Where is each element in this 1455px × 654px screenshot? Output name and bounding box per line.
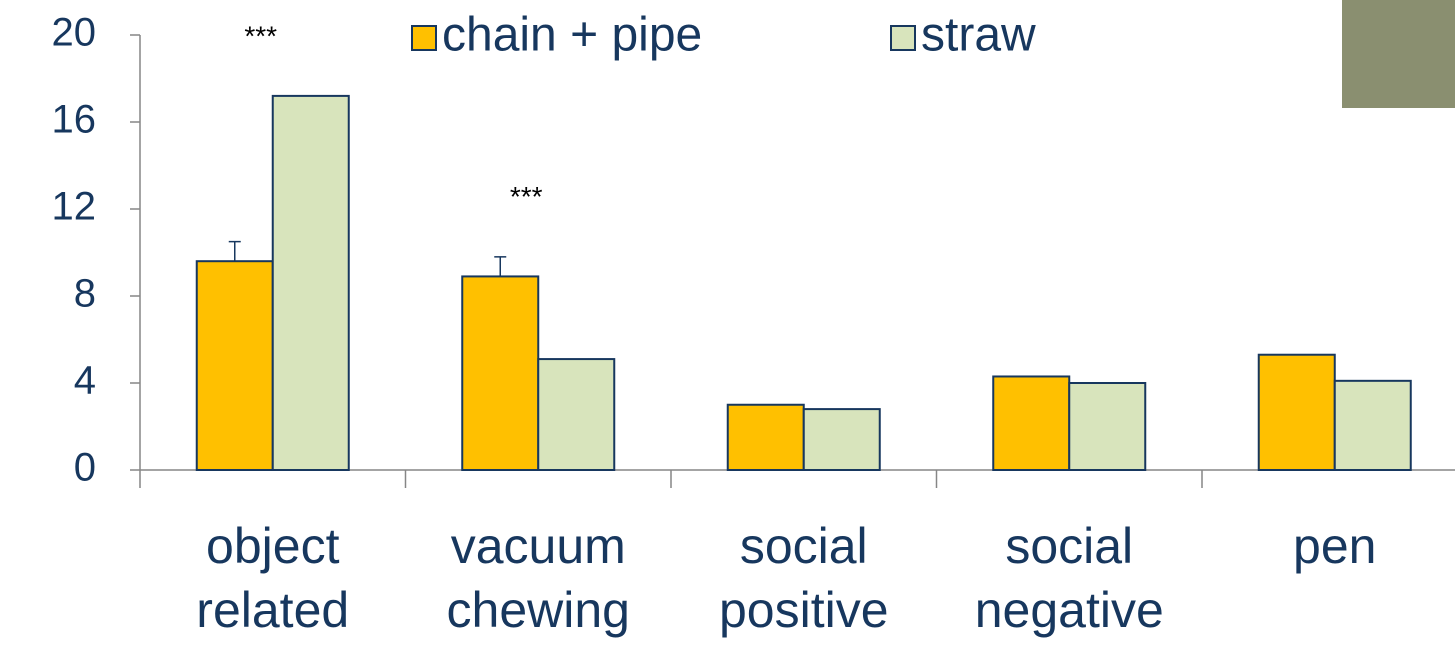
x-tick-label: negative [975, 582, 1164, 638]
bar [197, 261, 273, 470]
chart: 0 4 8 12 16 20 object related vacuum chewing socia… [0, 0, 1455, 654]
bar [993, 376, 1069, 470]
bar [1259, 355, 1335, 470]
x-tick-label: chewing [447, 582, 630, 638]
x-tick-label: pen [1293, 518, 1376, 574]
y-tick-label: 12 [52, 185, 97, 229]
bar [804, 409, 880, 470]
bar [728, 405, 804, 470]
legend-label: chain + pipe [442, 9, 702, 62]
legend-label: straw [921, 9, 1036, 62]
legend-swatch [412, 26, 436, 50]
photo [1342, 0, 1455, 108]
legend-swatch [891, 26, 915, 50]
bar [1335, 381, 1411, 470]
x-tick-label: object [206, 518, 340, 574]
x-tick-label: positive [719, 582, 889, 638]
y-tick-label: 16 [52, 98, 97, 142]
annotation: *** [244, 20, 277, 51]
bar [538, 359, 614, 470]
x-tick-label: social [1005, 518, 1133, 574]
bar [273, 96, 349, 470]
annotation: *** [510, 181, 543, 212]
y-tick-label: 4 [74, 359, 96, 403]
x-tick-label: social [740, 518, 868, 574]
y-tick-label: 8 [74, 272, 96, 316]
bar [462, 276, 538, 470]
bar [1069, 383, 1145, 470]
y-tick-label: 20 [52, 11, 97, 55]
y-tick-label: 0 [74, 446, 96, 490]
x-tick-label: vacuum [451, 518, 626, 574]
x-tick-label: related [196, 582, 349, 638]
